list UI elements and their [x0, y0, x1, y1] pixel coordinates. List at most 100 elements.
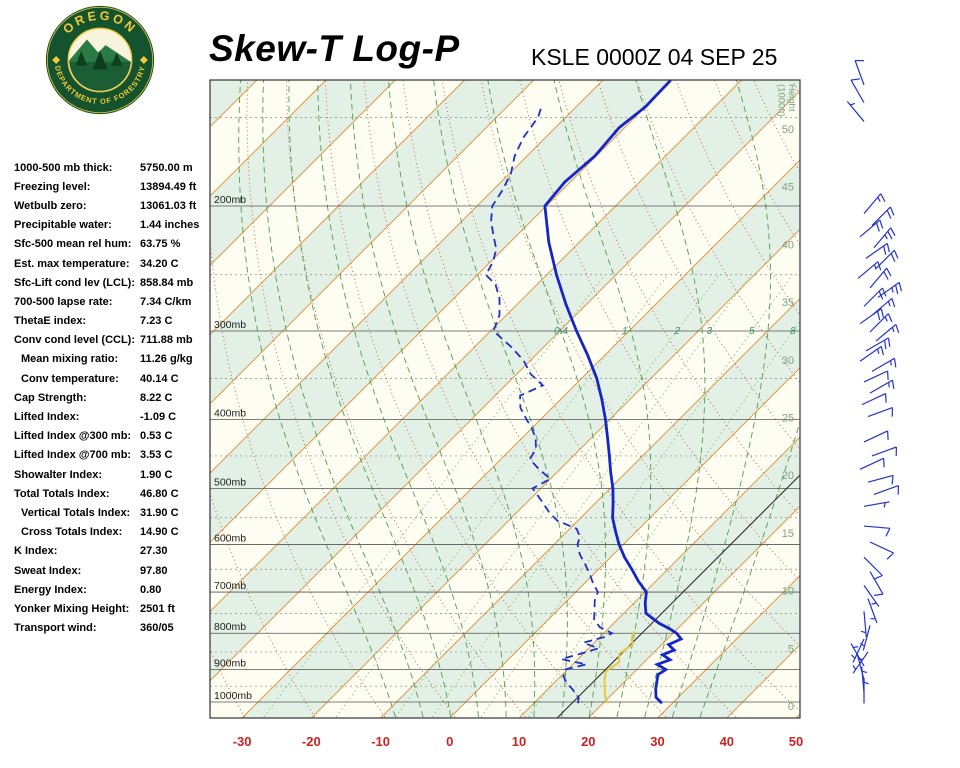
wind-barb-half-feather	[851, 654, 856, 659]
wind-barb-half-feather	[888, 382, 890, 388]
wind-barb-feather	[850, 78, 860, 81]
moist-adiabat-line	[262, 80, 424, 718]
wind-barb-feather	[875, 222, 880, 232]
mixing-ratio-label: 3	[707, 326, 713, 337]
moist-adiabat-line	[635, 80, 706, 718]
wind-barb-feather	[881, 287, 887, 297]
index-row: ThetaE index: 7.23 C	[14, 312, 214, 331]
index-value: 11.26 g/kg	[140, 353, 193, 366]
plot-border	[209, 79, 801, 719]
wind-barb-staff	[871, 446, 897, 457]
wind-barb-staff	[859, 219, 881, 238]
isotherm-line	[310, 228, 800, 718]
wind-barb-feather	[885, 393, 887, 403]
page-title: Skew-T Log-P	[209, 28, 460, 69]
wind-barb-staff	[846, 101, 865, 122]
wind-barb-staff	[852, 638, 865, 663]
wind-barb-feather	[880, 193, 886, 202]
wind-barb-half-feather	[884, 316, 888, 322]
index-value: 858.84 mb	[140, 276, 194, 289]
wind-barb-staff	[863, 287, 883, 307]
temp-axis-label: -20	[302, 734, 321, 749]
wind-barb-staff	[869, 267, 888, 289]
temp-axis-label: 40	[720, 734, 734, 749]
index-row: Mean mixing ratio: 11.26 g/kg	[14, 350, 214, 369]
wind-barb-feather	[877, 311, 881, 321]
wind-barb-staff	[852, 651, 869, 674]
wind-barb-staff	[871, 206, 891, 226]
wind-barb-half-feather	[860, 630, 867, 634]
wind-barb-staff	[863, 430, 888, 443]
wind-barb-staff	[869, 313, 889, 333]
index-row: Precipitable water: 1.44 inches	[14, 216, 214, 235]
pressure-axis-label: 900mb	[214, 658, 246, 670]
wind-barb-staff	[863, 525, 890, 529]
wind-barb-feather	[891, 298, 896, 308]
wind-barb-feather	[886, 209, 892, 219]
isotherm-band	[796, 714, 800, 718]
wetbulb-trace	[603, 630, 636, 704]
index-label: Wetbulb zero:	[14, 199, 87, 212]
index-label: Cross Totals Index:	[21, 526, 123, 539]
wind-barb-half-feather	[858, 658, 864, 661]
index-row: Yonker Mixing Height: 2501 ft	[14, 599, 214, 618]
dry-adiabat-line	[480, 80, 800, 647]
wind-barb-feather	[886, 267, 892, 277]
wind-barb-staff	[865, 337, 889, 352]
index-label: ThetaE index:	[14, 315, 87, 328]
wind-barb-feather	[898, 282, 902, 292]
temp-axis-label: -10	[371, 734, 390, 749]
index-value: 1.90 C	[140, 468, 173, 481]
wind-barb-feather	[893, 358, 897, 368]
index-label: Transport wind:	[14, 622, 97, 635]
wind-barb-feather	[880, 308, 884, 318]
dry-adiabat-line	[791, 80, 800, 97]
index-label: K Index:	[14, 545, 58, 558]
index-value: 1.44 inches	[140, 219, 200, 232]
moist-adiabat-line	[699, 420, 800, 718]
index-label: Sweat Index:	[14, 564, 82, 577]
wind-barb-feather	[884, 340, 887, 350]
station-datetime: KSLE 0000Z 04 SEP 25	[531, 44, 778, 70]
index-row: Conv temperature: 40.14 C	[14, 369, 214, 388]
isotherm-line	[210, 80, 535, 405]
index-value: 7.23 C	[140, 315, 173, 328]
wind-barb-staff	[863, 501, 890, 507]
temp-axis-label: 50	[789, 734, 803, 749]
mixing-ratio-line	[335, 274, 669, 718]
wind-barb-staff	[869, 571, 884, 595]
mixing-ratio-line	[480, 274, 793, 718]
wind-barb-staff	[861, 393, 886, 406]
index-value: 5750.00 m	[140, 161, 193, 174]
odf-logo: OREGON DEPARTMENT OF FORESTRY	[45, 5, 155, 115]
index-row: Sfc-500 mean rel hum: 63.75 %	[14, 235, 214, 254]
index-value: 63.75 %	[140, 238, 181, 251]
index-label: Precipitable water:	[14, 219, 112, 232]
wind-barb-feather	[887, 430, 889, 440]
isotherm-band	[210, 80, 800, 681]
height-axis-title: Height	[786, 84, 797, 112]
plot-area: 0.4 1 2 3 5 8	[210, 80, 800, 718]
mixing-ratio-label: 8	[790, 326, 796, 337]
pressure-axis-label: 500mb	[214, 476, 246, 488]
index-value: 2501 ft	[140, 602, 175, 615]
isotherm-line	[587, 505, 800, 718]
wind-barb-staff	[863, 611, 867, 638]
temperature-trace	[543, 80, 684, 705]
wind-barb-feather	[883, 271, 889, 280]
index-label: Sfc-Lift cond lev (LCL):	[14, 276, 135, 289]
pressure-axis-label: 200mb	[214, 194, 246, 206]
index-row: Transport wind: 360/05	[14, 619, 214, 638]
wind-barb-staff	[863, 585, 880, 608]
index-row: 1000-500 mb thick: 5750.00 m	[14, 158, 214, 177]
index-row: Cross Totals Index: 14.90 C	[14, 523, 214, 542]
mixing-ratio-label: 5	[749, 326, 755, 337]
index-label: Lifted Index:	[14, 411, 80, 424]
index-label: Conv temperature:	[21, 372, 119, 385]
index-label: Freezing level:	[14, 180, 91, 193]
temp-axis-label: 0	[446, 734, 453, 749]
wind-barb-staff	[873, 227, 892, 249]
moist-adiabat-line	[487, 80, 607, 718]
